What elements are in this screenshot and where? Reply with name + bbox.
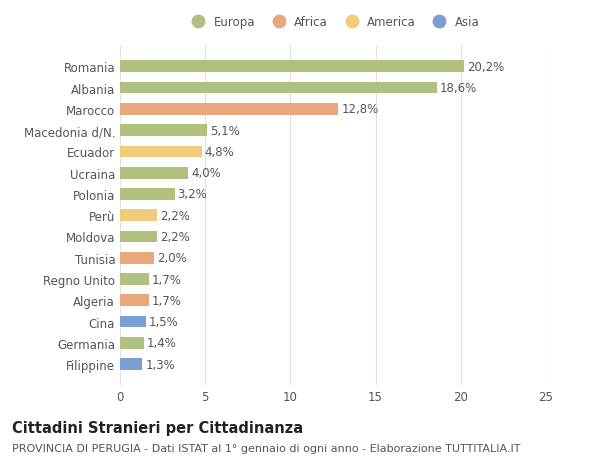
Bar <box>120 274 149 285</box>
Text: 4,8%: 4,8% <box>205 146 235 158</box>
Text: 2,2%: 2,2% <box>161 209 190 222</box>
Bar <box>120 189 175 200</box>
Text: 4,0%: 4,0% <box>191 167 221 180</box>
Text: 20,2%: 20,2% <box>467 61 505 73</box>
Text: PROVINCIA DI PERUGIA - Dati ISTAT al 1° gennaio di ogni anno - Elaborazione TUTT: PROVINCIA DI PERUGIA - Dati ISTAT al 1° … <box>12 443 521 453</box>
Legend: Europa, Africa, America, Asia: Europa, Africa, America, Asia <box>182 11 484 34</box>
Text: 3,2%: 3,2% <box>178 188 208 201</box>
Bar <box>120 316 146 328</box>
Bar <box>120 295 149 307</box>
Bar <box>120 358 142 370</box>
Text: 1,4%: 1,4% <box>147 336 177 350</box>
Bar <box>120 104 338 116</box>
Text: 1,7%: 1,7% <box>152 294 182 307</box>
Bar <box>120 168 188 179</box>
Bar <box>120 83 437 94</box>
Text: 12,8%: 12,8% <box>341 103 379 116</box>
Text: 5,1%: 5,1% <box>210 124 240 137</box>
Text: 2,2%: 2,2% <box>161 230 190 243</box>
Bar <box>120 62 464 73</box>
Bar <box>120 125 207 137</box>
Text: 18,6%: 18,6% <box>440 82 477 95</box>
Text: 1,3%: 1,3% <box>145 358 175 371</box>
Bar <box>120 210 157 222</box>
Text: Cittadini Stranieri per Cittadinanza: Cittadini Stranieri per Cittadinanza <box>12 420 303 435</box>
Text: 1,7%: 1,7% <box>152 273 182 286</box>
Text: 1,5%: 1,5% <box>149 315 178 328</box>
Bar <box>120 337 144 349</box>
Text: 2,0%: 2,0% <box>157 252 187 265</box>
Bar <box>120 231 157 243</box>
Bar <box>120 252 154 264</box>
Bar <box>120 146 202 158</box>
